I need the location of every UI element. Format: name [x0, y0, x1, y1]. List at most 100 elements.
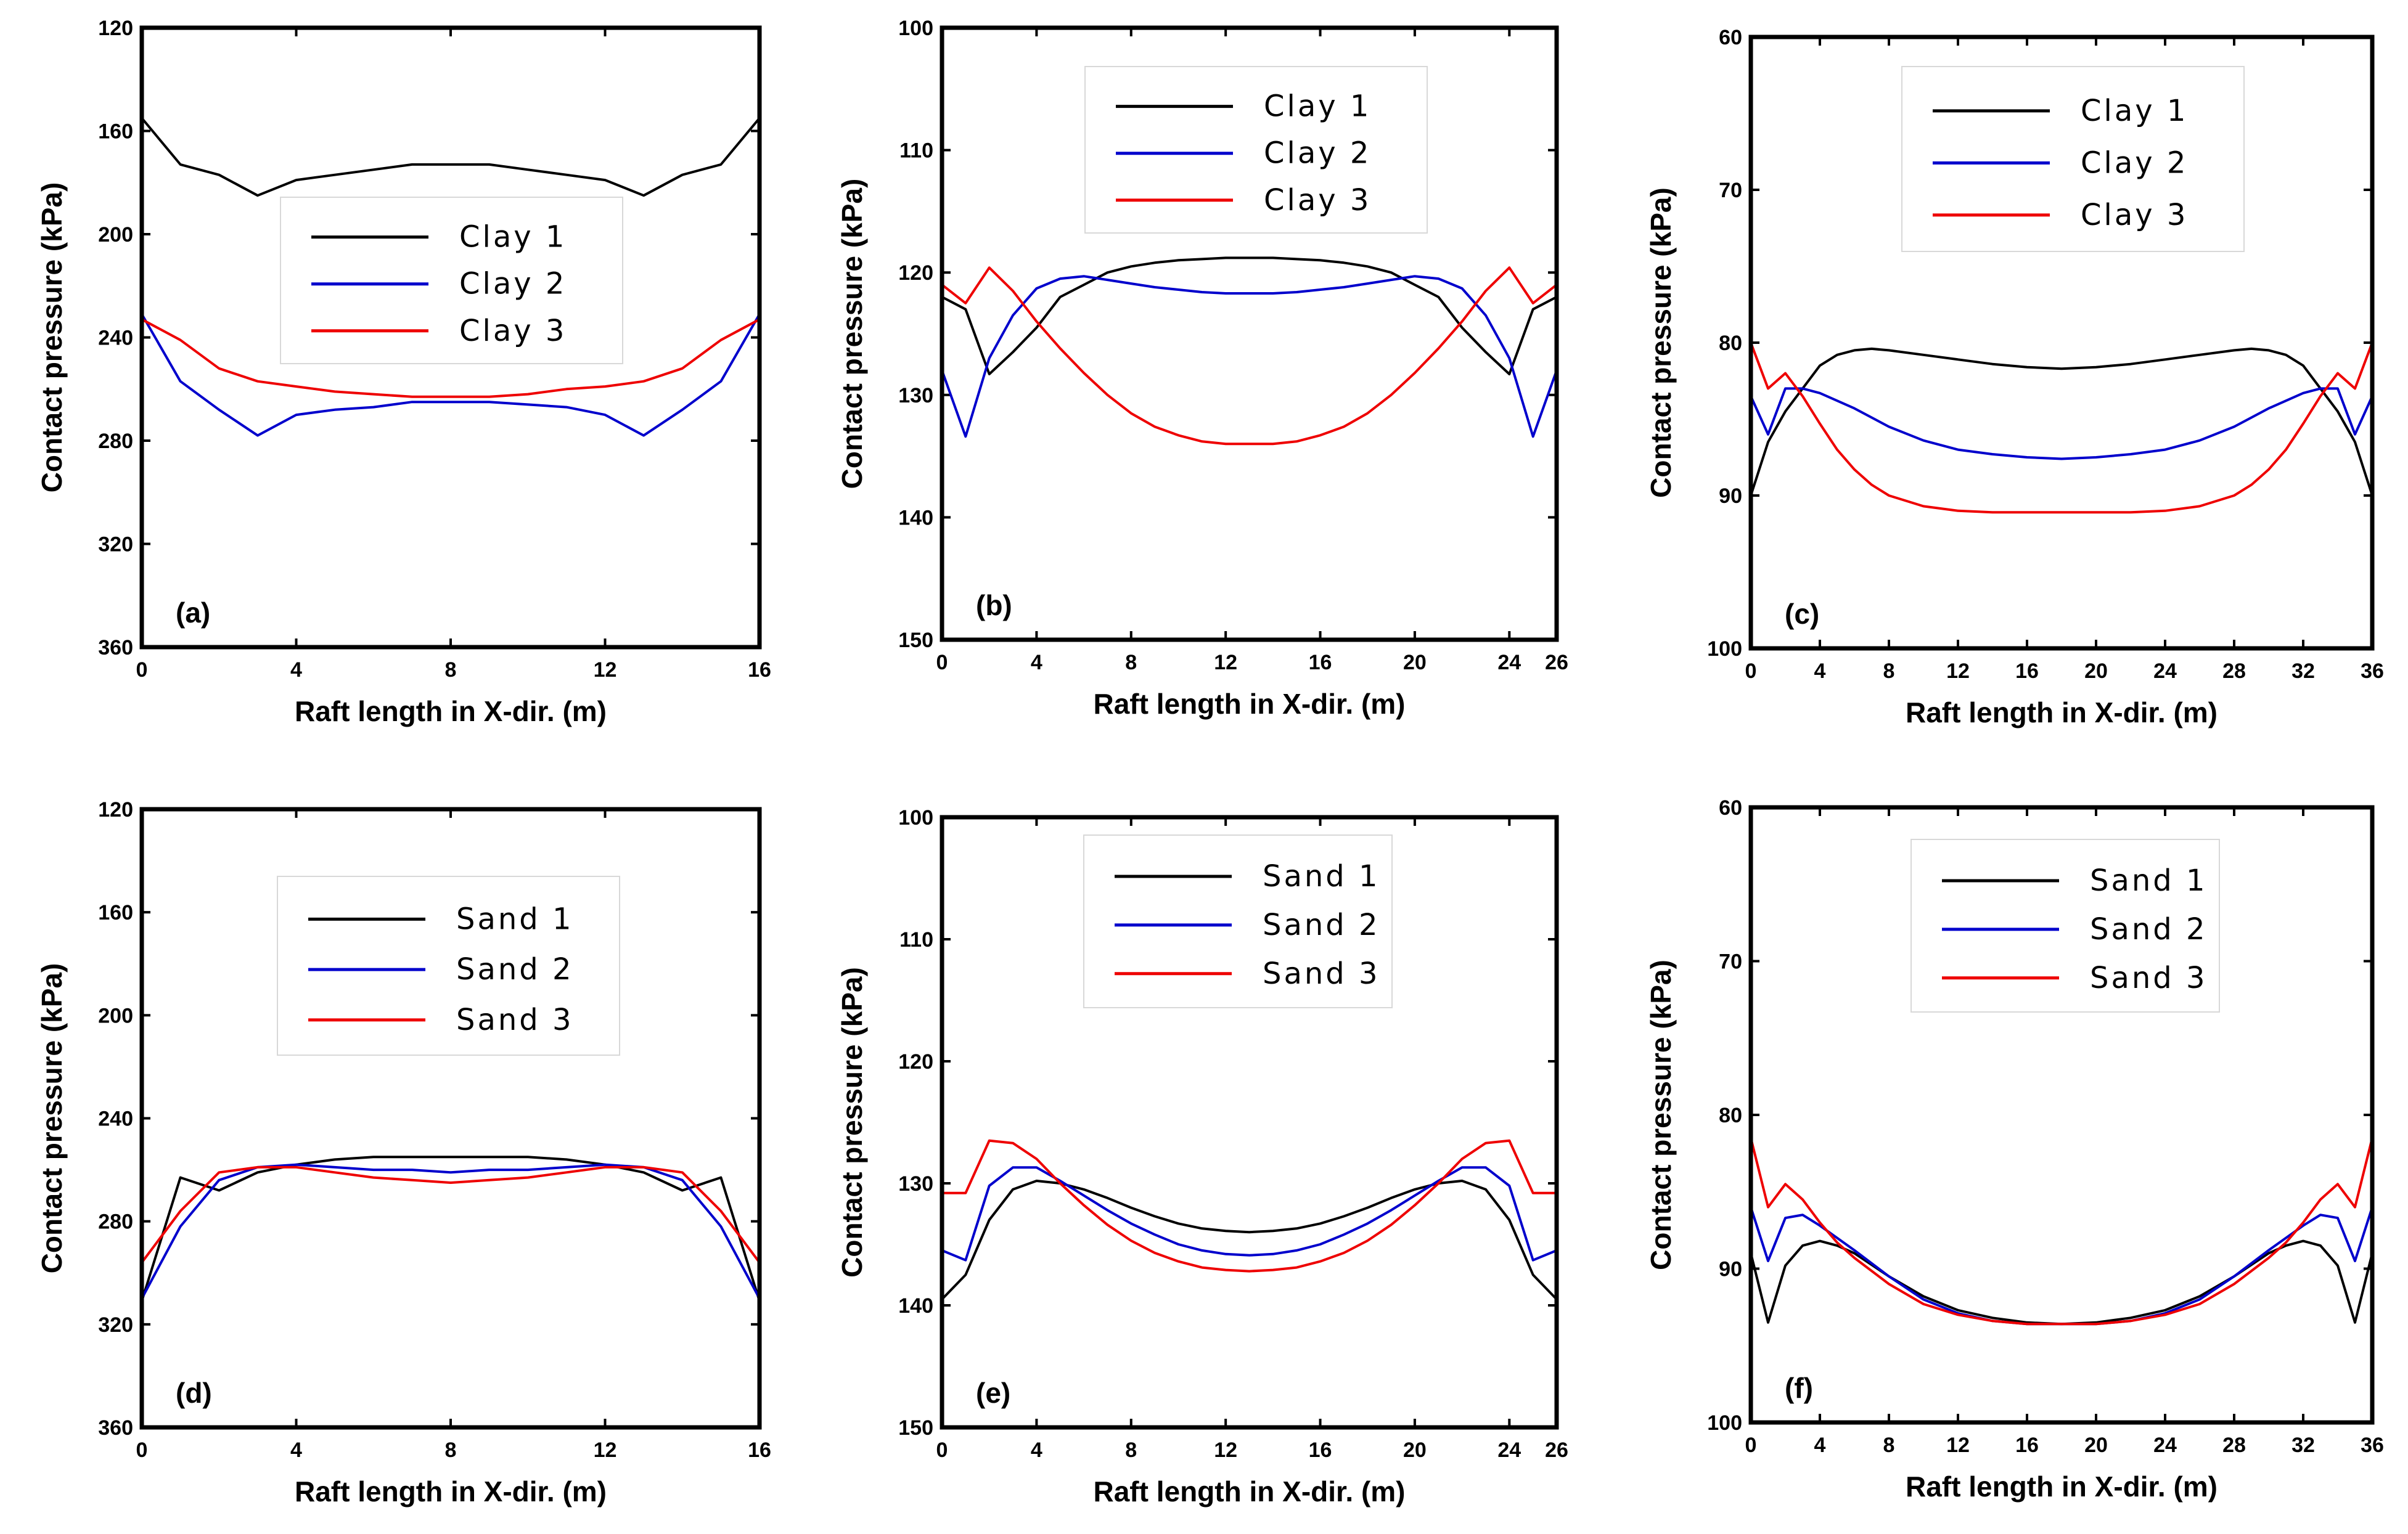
y-tick-label: 80	[1719, 332, 1742, 355]
legend-entry: Clay 1	[2081, 94, 2188, 128]
y-tick-label: 240	[98, 327, 133, 350]
x-axis-title: Raft length in X-dir. (m)	[1094, 1475, 1406, 1507]
series-line-sand-3	[1750, 1137, 2373, 1326]
chart-panel-e: 0 4 8 12 16 20 24 26 100 110 120 130 140 150 Raft leng…	[836, 806, 1568, 1507]
series-line-sand-1	[141, 1156, 761, 1302]
x-tick-label: 36	[2361, 1434, 2384, 1457]
legend-entry: Sand 1	[456, 902, 574, 936]
series-line-clay-2	[941, 275, 1558, 438]
y-tick-label: 280	[98, 430, 133, 453]
y-tick-label: 60	[1719, 796, 1742, 820]
x-tick-label: 12	[1214, 651, 1237, 674]
y-axis-title: Contact pressure (kPa)	[36, 963, 68, 1274]
x-tick-label: 32	[2291, 1434, 2315, 1457]
legend-entry: Sand 1	[2090, 863, 2208, 898]
x-tick-label: 4	[290, 658, 302, 682]
x-axis-title: Raft length in X-dir. (m)	[295, 1475, 607, 1507]
panel-label: (d)	[176, 1377, 212, 1409]
y-axis-title: Contact pressure (kPa)	[836, 179, 868, 489]
panel-label: (a)	[176, 597, 210, 629]
y-tick-label: 360	[98, 636, 133, 659]
x-tick-label: 0	[1745, 1434, 1757, 1457]
series-line-clay-1	[1750, 347, 2373, 496]
legend-entry: Sand 3	[456, 1003, 574, 1037]
legend-entry: Clay 2	[459, 267, 567, 301]
legend: Sand 1 Sand 2 Sand 3	[1083, 834, 1393, 1008]
x-tick-label: 4	[1031, 1438, 1042, 1462]
legend-entry: Sand 2	[1263, 908, 1380, 942]
plot-area-frame	[139, 807, 762, 1430]
x-axis-title: Raft length in X-dir. (m)	[1906, 1471, 2218, 1503]
y-tick-label: 320	[98, 1313, 133, 1337]
y-tick-label: 100	[1707, 1411, 1742, 1435]
x-tick-label: 26	[1545, 651, 1568, 674]
series-line-clay-3	[141, 318, 760, 398]
y-tick-label: 100	[1707, 637, 1742, 661]
series-line-clay-2	[1750, 387, 2373, 460]
x-tick-label: 24	[1497, 651, 1521, 674]
series-line-sand-3	[942, 1139, 1557, 1273]
y-axis-title: Contact pressure (kPa)	[1645, 960, 1677, 1270]
x-tick-label: 4	[1814, 1434, 1826, 1457]
x-tick-label: 0	[136, 658, 148, 682]
x-tick-label: 28	[2222, 659, 2246, 683]
x-tick-label: 16	[1309, 651, 1332, 674]
x-tick-label: 8	[1883, 1434, 1895, 1457]
y-axis-title: Contact pressure (kPa)	[1645, 187, 1677, 498]
y-tick-label: 110	[899, 139, 933, 163]
x-tick-label: 8	[445, 658, 457, 682]
legend-box	[1901, 66, 2245, 252]
y-tick-label: 100	[898, 806, 933, 830]
series-line-sand-1	[941, 1180, 1558, 1300]
legend-entry: Sand 1	[1263, 859, 1380, 894]
y-tick-label: 120	[98, 17, 133, 40]
y-tick-label: 240	[98, 1108, 133, 1131]
x-tick-label: 0	[1745, 659, 1757, 683]
y-tick-label: 150	[898, 629, 933, 652]
y-axis-title: Contact pressure (kPa)	[36, 182, 68, 493]
y-tick-label: 120	[98, 798, 133, 822]
x-tick-label: 0	[936, 1438, 948, 1462]
legend: Sand 1 Sand 2 Sand 3	[277, 876, 620, 1056]
panel-label: (e)	[976, 1377, 1010, 1409]
legend-entry: Clay 3	[459, 314, 567, 348]
legend-entry: Clay 3	[2081, 198, 2188, 232]
legend-entry: Sand 2	[2090, 912, 2208, 947]
y-tick-label: 200	[98, 223, 133, 247]
y-tick-label: 110	[899, 928, 933, 952]
legend-box	[1910, 839, 2220, 1013]
x-tick-label: 32	[2291, 659, 2315, 683]
legend-entry: Clay 1	[459, 220, 567, 255]
x-tick-label: 28	[2222, 1434, 2246, 1457]
x-tick-label: 20	[1403, 1438, 1427, 1462]
chart-panel-d: 0 4 8 12 16 120 160 200 240 280 320 360 Raft length …	[36, 798, 771, 1507]
y-tick-label: 90	[1719, 484, 1742, 508]
x-tick-label: 12	[1946, 1434, 1970, 1457]
x-axis-title: Raft length in X-dir. (m)	[295, 695, 607, 727]
legend-entry: Clay 2	[2081, 145, 2188, 180]
legend-entry: Clay 2	[1264, 136, 1371, 171]
x-tick-label: 4	[1814, 659, 1826, 683]
plot-area-frame	[139, 25, 762, 650]
y-tick-label: 70	[1719, 950, 1742, 974]
y-tick-label: 280	[98, 1210, 133, 1234]
y-tick-label: 90	[1719, 1258, 1742, 1281]
legend-box	[1084, 66, 1428, 234]
legend-entry: Sand 3	[2090, 961, 2208, 995]
legend: Clay 1 Clay 2 Clay 3	[1901, 66, 2245, 252]
panel-label: (b)	[976, 589, 1012, 621]
y-tick-label: 60	[1719, 26, 1742, 49]
y-tick-label: 130	[898, 1172, 933, 1196]
x-tick-label: 24	[2153, 659, 2177, 683]
x-tick-label: 20	[2084, 659, 2108, 683]
x-tick-label: 0	[136, 1438, 148, 1462]
series-line-clay-1	[941, 256, 1557, 375]
y-tick-label: 120	[898, 261, 933, 285]
y-tick-label: 120	[898, 1050, 933, 1074]
plot-area-frame	[1748, 35, 2375, 651]
y-tick-label: 160	[98, 120, 133, 144]
chart-panel-f: 0 4 8 12 16 20 24 28 32 36 60 70 80 90 100 Raft length …	[1645, 796, 2384, 1503]
x-tick-label: 16	[748, 658, 771, 682]
legend: Sand 1 Sand 2 Sand 3	[1910, 839, 2220, 1013]
